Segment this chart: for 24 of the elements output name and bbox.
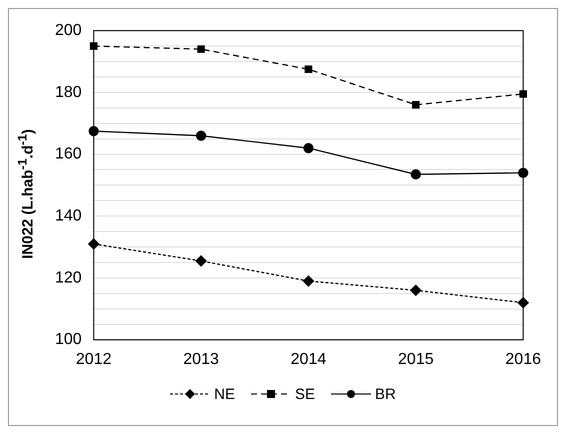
point — [197, 45, 205, 53]
y-tick-label: 140 — [54, 208, 82, 225]
point — [196, 130, 206, 141]
point — [302, 275, 314, 287]
point — [303, 142, 314, 154]
x-tick-label: 2012 — [76, 350, 112, 368]
point — [519, 90, 527, 98]
point — [195, 255, 207, 267]
point — [410, 169, 421, 180]
x-tick-label: 2016 — [505, 350, 542, 368]
y-tick-label: 160 — [54, 146, 82, 163]
x-tick-label: 2015 — [398, 350, 434, 368]
point — [410, 284, 422, 296]
y-tick-label: 180 — [54, 84, 82, 101]
y-tick-label: 100 — [54, 331, 82, 348]
point — [412, 101, 420, 109]
point — [304, 65, 312, 74]
legend-label: SE — [294, 386, 315, 402]
x-tick-label: 2014 — [290, 350, 326, 368]
y-tick-label: 200 — [54, 22, 82, 40]
x-tick-label: 2013 — [183, 350, 219, 368]
legend-label: NE — [214, 386, 235, 402]
legend-label: BR — [375, 386, 396, 402]
y-tick-label: 120 — [54, 269, 82, 286]
